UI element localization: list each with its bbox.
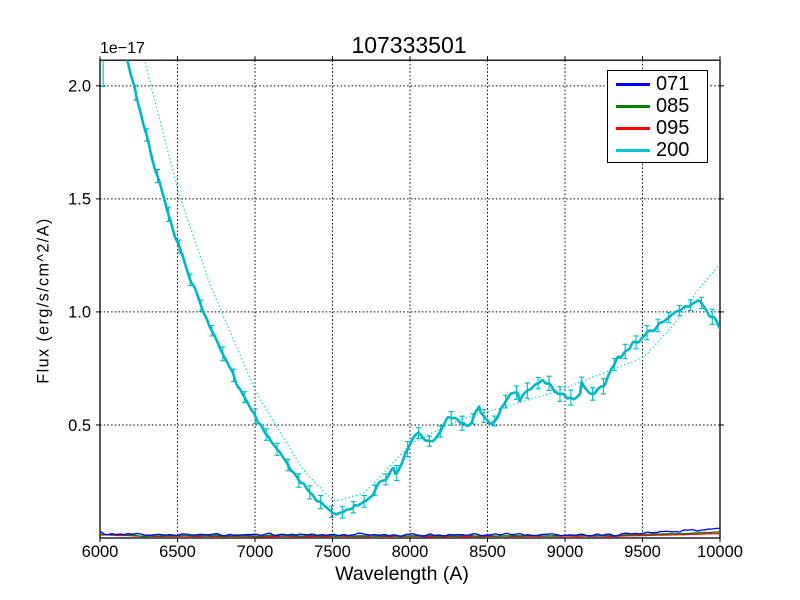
svg-text:9500: 9500 — [624, 543, 661, 561]
svg-text:1.0: 1.0 — [68, 304, 91, 322]
svg-text:0.5: 0.5 — [68, 417, 91, 435]
svg-text:10000: 10000 — [697, 543, 743, 561]
svg-text:8500: 8500 — [469, 543, 506, 561]
svg-text:6000: 6000 — [82, 543, 119, 561]
svg-text:9000: 9000 — [547, 543, 584, 561]
svg-text:2.0: 2.0 — [68, 78, 91, 96]
svg-text:8000: 8000 — [392, 543, 429, 561]
svg-text:1.5: 1.5 — [68, 191, 91, 209]
svg-text:7500: 7500 — [314, 543, 351, 561]
svg-text:7000: 7000 — [237, 543, 274, 561]
svg-text:6500: 6500 — [159, 543, 196, 561]
